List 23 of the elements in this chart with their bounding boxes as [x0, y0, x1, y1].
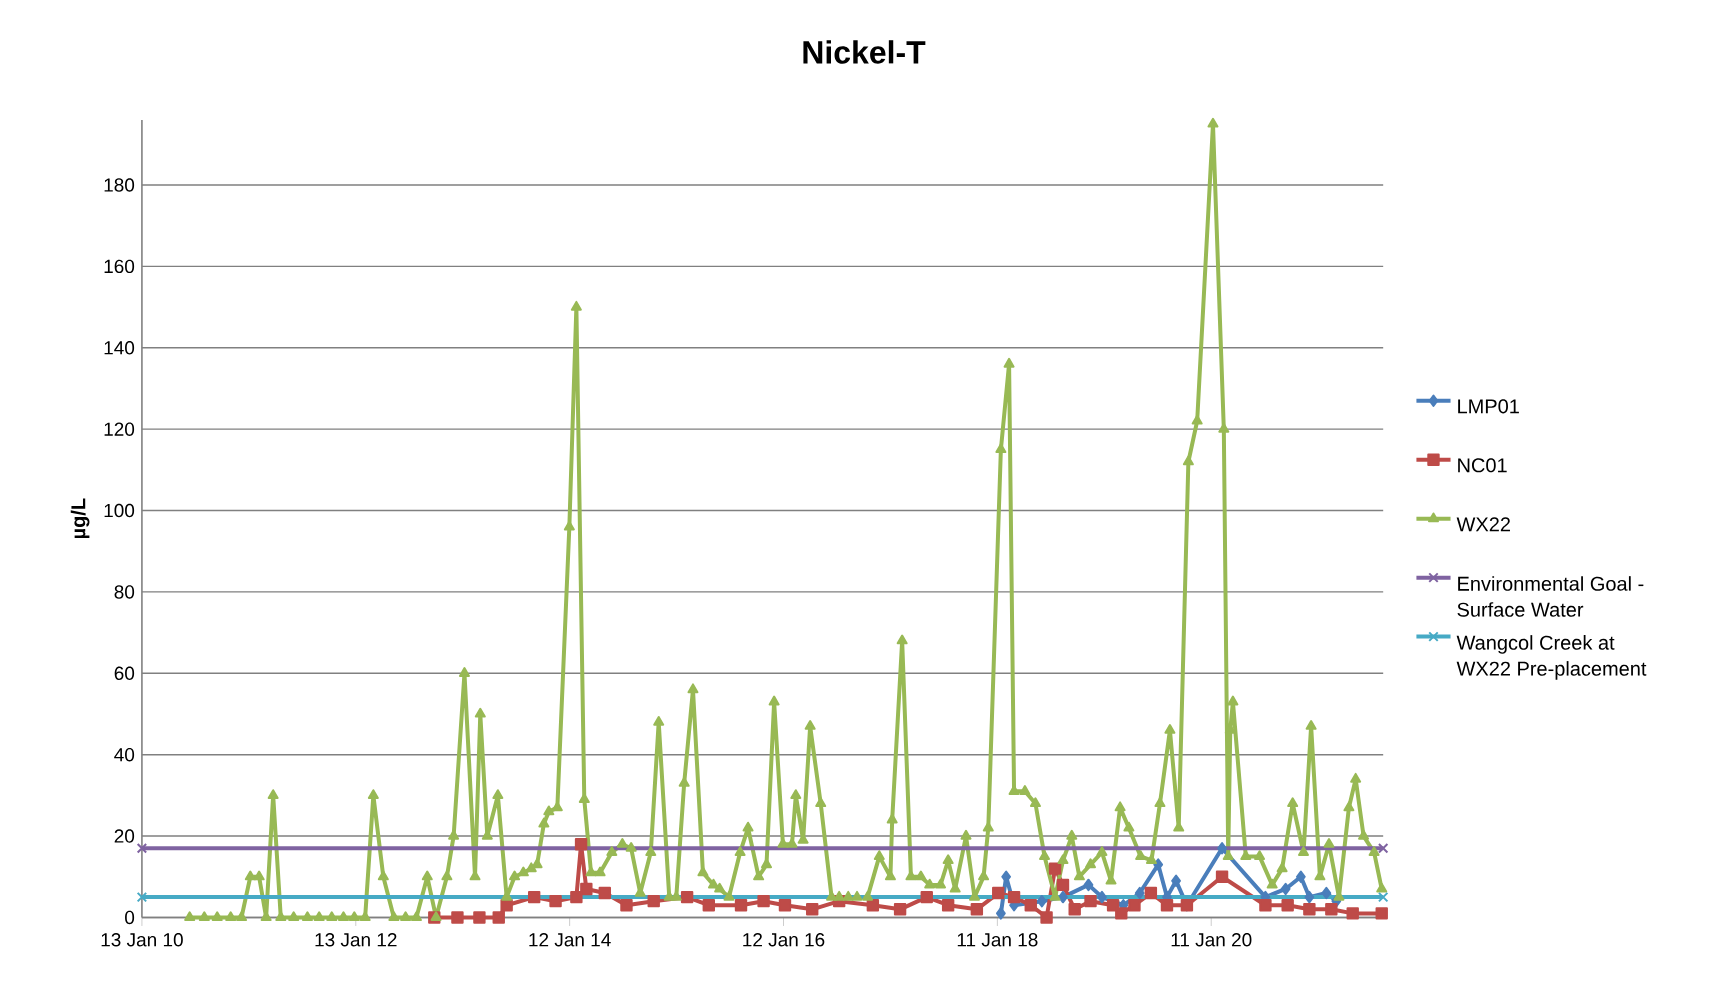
- y-tick-label: 120: [104, 422, 135, 436]
- y-tick-label: 80: [114, 585, 135, 599]
- y-tick-label: 160: [104, 259, 135, 273]
- legend-label: WX22: [1456, 516, 1510, 531]
- y-tick-label: 40: [114, 747, 135, 762]
- legend-label: Wangcol Creek at WX22 Pre-placement: [1456, 634, 1647, 680]
- x-tick-label: 13 Jan 10: [101, 932, 183, 947]
- y-tick-label: 20: [114, 829, 135, 843]
- legend-label: NC01: [1458, 458, 1507, 473]
- legend-label: LMP01: [1458, 399, 1519, 414]
- x-tick-label: 12 Jan 16: [743, 932, 825, 947]
- y-axis-title: µg/L: [70, 498, 90, 538]
- x-tick-label: 12 Jan 14: [529, 932, 611, 947]
- y-tick-label: 0: [125, 910, 135, 924]
- x-tick-label: 11 Jan 18: [957, 932, 1038, 947]
- y-tick-label: 140: [104, 340, 135, 355]
- x-tick-label: 13 Jan 12: [315, 932, 397, 947]
- y-tick-label: 60: [114, 666, 135, 680]
- legend-label: Environmental Goal - Surface Water: [1457, 575, 1644, 617]
- y-tick-label: 180: [104, 178, 135, 192]
- x-tick-label: 11 Jan 20: [1171, 932, 1252, 947]
- y-tick-label: 100: [104, 503, 135, 518]
- chart-title: Nickel-T: [803, 40, 926, 64]
